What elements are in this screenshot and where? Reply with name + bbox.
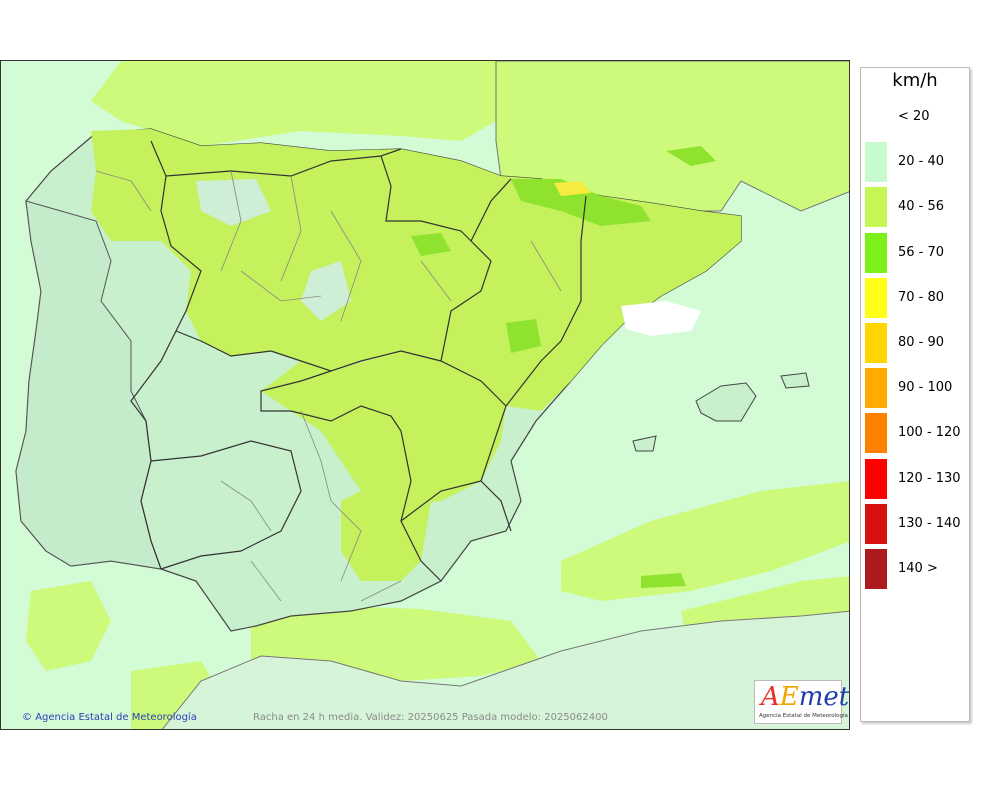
legend-swatch (865, 323, 887, 363)
wind-zone-20-40 (301, 261, 351, 321)
legend-item: < 20 (861, 94, 969, 139)
wind-zone-56-70 (411, 233, 451, 256)
legend: km/h < 20 20 - 40 40 - 56 56 - 70 70 - 80 80 … (860, 67, 970, 722)
north-africa-land (161, 610, 849, 729)
legend-item: 100 - 120 (861, 410, 969, 455)
wind-gust-map (0, 60, 850, 730)
menorca (780, 372, 810, 389)
credit-text: Agencia Estatal de Meteorología (35, 712, 197, 723)
wind-zone-40-56 (91, 61, 496, 146)
legend-label: 70 - 80 (898, 289, 945, 305)
legend-item: 120 - 130 (861, 456, 969, 501)
wind-zone-56-70 (666, 146, 716, 166)
legend-label: 40 - 56 (898, 199, 945, 215)
legend-item: 140 > (861, 546, 969, 591)
legend-label: 90 - 100 (898, 380, 953, 396)
wind-zone-70-80 (554, 181, 591, 196)
wind-zone-40-56 (261, 351, 506, 506)
wind-zone-40-56 (341, 471, 431, 581)
legend-label: 140 > (898, 561, 938, 576)
legend-swatch (865, 458, 887, 499)
legend-swatch (865, 232, 887, 273)
legend-label: < 20 (898, 109, 930, 124)
legend-item: 40 - 56 (861, 184, 969, 229)
wind-zone-56-70 (511, 179, 651, 226)
no-data-area (621, 301, 701, 336)
province-borders (95, 170, 562, 602)
legend-label: 20 - 40 (898, 154, 945, 170)
legend-label: 80 - 90 (898, 335, 945, 350)
legend-swatch (865, 503, 887, 544)
legend-swatch (865, 277, 887, 318)
legend-swatch (865, 549, 887, 589)
legend-label: 120 - 130 (898, 470, 961, 486)
logo-subtitle: Agencia Estatal de Meteorología (759, 713, 848, 719)
legend-item: 70 - 80 (861, 275, 969, 320)
aemet-logo: AEmet Agencia Estatal de Meteorología (754, 680, 849, 724)
ibiza (632, 435, 657, 452)
wind-zone-40-56 (561, 481, 849, 601)
legend-swatch (865, 142, 887, 183)
legend-item: 130 - 140 (861, 501, 969, 546)
legend-label: 56 - 70 (898, 244, 945, 260)
legend-label: 130 - 140 (898, 515, 961, 531)
legend-swatch (865, 413, 887, 454)
legend-item: 20 - 40 (861, 139, 969, 184)
legend-swatch (865, 368, 887, 409)
region-borders (130, 140, 587, 582)
wind-zone-56-70 (506, 319, 541, 353)
legend-swatch (865, 187, 887, 228)
legend-item: 80 - 90 (861, 320, 969, 365)
wind-zone-56-70 (641, 573, 686, 588)
logo-word: AEmet (761, 682, 850, 712)
wind-zone-40-56 (26, 581, 111, 671)
mallorca (695, 382, 757, 422)
legend-unit: km/h (892, 70, 938, 91)
map-canvas (1, 61, 849, 729)
legend-item: 56 - 70 (861, 230, 969, 275)
legend-label: 100 - 120 (898, 425, 961, 441)
map-caption: Racha en 24 h media. Validez: 20250625 P… (253, 712, 608, 723)
wind-zone-20-40 (196, 179, 271, 226)
copyright-credit: © Agencia Estatal de Meteorología (22, 712, 197, 723)
legend-item: 90 - 100 (861, 365, 969, 410)
